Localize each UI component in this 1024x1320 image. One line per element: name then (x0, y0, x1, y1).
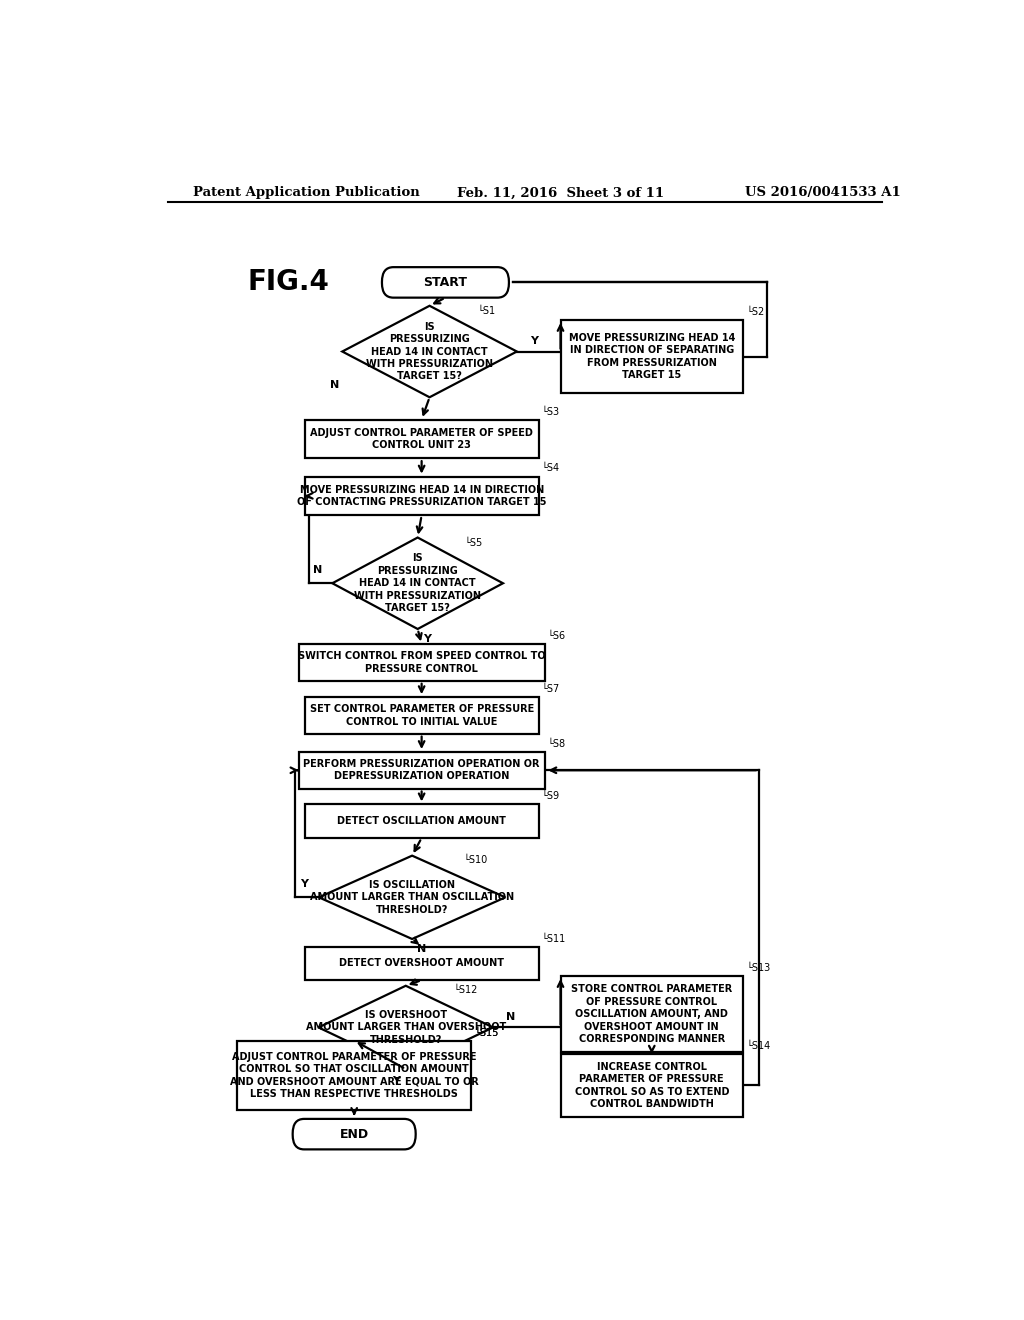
Text: └S8: └S8 (548, 739, 566, 748)
Text: └S9: └S9 (542, 791, 560, 801)
Text: └S5: └S5 (465, 537, 483, 548)
Bar (238, 1040, 471, 1110)
Text: SET CONTROL PARAMETER OF PRESSURE
CONTROL TO INITIAL VALUE: SET CONTROL PARAMETER OF PRESSURE CONTRO… (309, 704, 534, 726)
Polygon shape (318, 855, 506, 939)
Text: DETECT OSCILLATION AMOUNT: DETECT OSCILLATION AMOUNT (337, 816, 506, 826)
Text: └S3: └S3 (542, 407, 560, 417)
Text: IS
PRESSURIZING
HEAD 14 IN CONTACT
WITH PRESSURIZATION
TARGET 15?: IS PRESSURIZING HEAD 14 IN CONTACT WITH … (354, 553, 481, 612)
Text: ADJUST CONTROL PARAMETER OF SPEED
CONTROL UNIT 23: ADJUST CONTROL PARAMETER OF SPEED CONTRO… (310, 428, 534, 450)
Text: Patent Application Publication: Patent Application Publication (194, 186, 420, 199)
Text: N: N (313, 565, 323, 576)
Bar (304, 697, 539, 734)
Text: └S2: └S2 (746, 308, 765, 317)
Text: └S1: └S1 (477, 306, 496, 315)
Text: Y: Y (423, 634, 431, 644)
Text: └S12: └S12 (454, 985, 478, 995)
Text: START: START (424, 276, 467, 289)
Bar (560, 319, 743, 393)
Text: Y: Y (392, 1076, 400, 1086)
Bar (304, 420, 539, 458)
Text: N: N (417, 944, 426, 954)
Text: └S7: └S7 (542, 684, 560, 694)
FancyBboxPatch shape (293, 1119, 416, 1150)
Text: SWITCH CONTROL FROM SPEED CONTROL TO
PRESSURE CONTROL: SWITCH CONTROL FROM SPEED CONTROL TO PRE… (298, 651, 546, 673)
Text: N: N (506, 1012, 515, 1022)
Text: └S11: └S11 (542, 933, 566, 944)
Polygon shape (333, 537, 503, 630)
Text: N: N (330, 380, 339, 389)
Text: └S4: └S4 (542, 463, 560, 474)
Polygon shape (318, 986, 494, 1069)
Bar (304, 804, 539, 838)
Polygon shape (342, 306, 517, 397)
Text: INCREASE CONTROL
PARAMETER OF PRESSURE
CONTROL SO AS TO EXTEND
CONTROL BANDWIDTH: INCREASE CONTROL PARAMETER OF PRESSURE C… (574, 1061, 729, 1109)
Text: Y: Y (530, 337, 539, 346)
Text: Feb. 11, 2016  Sheet 3 of 11: Feb. 11, 2016 Sheet 3 of 11 (458, 186, 665, 199)
Text: IS
PRESSURIZING
HEAD 14 IN CONTACT
WITH PRESSURIZATION
TARGET 15?: IS PRESSURIZING HEAD 14 IN CONTACT WITH … (366, 322, 494, 381)
Text: └S13: └S13 (746, 964, 770, 973)
Text: └S10: └S10 (464, 855, 487, 865)
Text: STORE CONTROL PARAMETER
OF PRESSURE CONTROL
OSCILLATION AMOUNT, AND
OVERSHOOT AM: STORE CONTROL PARAMETER OF PRESSURE CONT… (571, 985, 732, 1044)
Bar (304, 946, 539, 981)
Bar (299, 752, 545, 788)
Text: Y: Y (301, 879, 308, 890)
Text: DETECT OVERSHOOT AMOUNT: DETECT OVERSHOOT AMOUNT (339, 958, 504, 969)
Text: IS OVERSHOOT
AMOUNT LARGER THAN OVERSHOOT
THRESHOLD?: IS OVERSHOOT AMOUNT LARGER THAN OVERSHOO… (305, 1010, 506, 1045)
Text: └S6: └S6 (548, 631, 566, 642)
Text: MOVE PRESSURIZING HEAD 14 IN DIRECTION
OF CONTACTING PRESSURIZATION TARGET 15: MOVE PRESSURIZING HEAD 14 IN DIRECTION O… (297, 484, 547, 507)
Text: US 2016/0041533 A1: US 2016/0041533 A1 (745, 186, 901, 199)
Text: IS OSCILLATION
AMOUNT LARGER THAN OSCILLATION
THRESHOLD?: IS OSCILLATION AMOUNT LARGER THAN OSCILL… (310, 880, 514, 915)
Text: └S14: └S14 (746, 1040, 770, 1051)
Text: PERFORM PRESSURIZATION OPERATION OR
DEPRESSURIZATION OPERATION: PERFORM PRESSURIZATION OPERATION OR DEPR… (303, 759, 540, 781)
Text: ADJUST CONTROL PARAMETER OF PRESSURE
CONTROL SO THAT OSCILLATION AMOUNT
AND OVER: ADJUST CONTROL PARAMETER OF PRESSURE CON… (229, 1052, 478, 1098)
Bar (560, 1053, 743, 1117)
Text: └S15: └S15 (474, 1027, 499, 1038)
Text: └S15: └S15 (474, 1027, 499, 1038)
FancyBboxPatch shape (382, 267, 509, 297)
Text: END: END (340, 1127, 369, 1140)
Text: MOVE PRESSURIZING HEAD 14
IN DIRECTION OF SEPARATING
FROM PRESSURIZATION
TARGET : MOVE PRESSURIZING HEAD 14 IN DIRECTION O… (568, 333, 735, 380)
Bar (304, 477, 539, 515)
Bar (299, 644, 545, 681)
Text: FIG.4: FIG.4 (247, 268, 329, 297)
Bar (560, 975, 743, 1052)
